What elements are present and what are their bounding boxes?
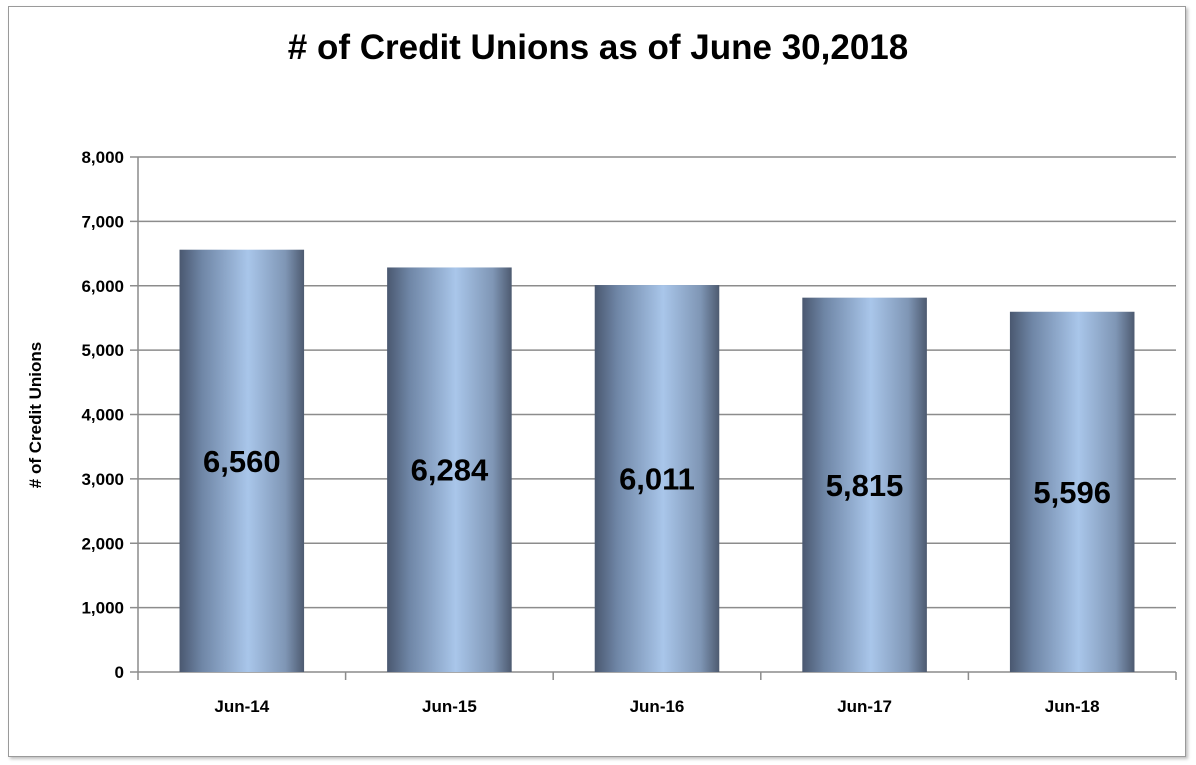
bar bbox=[594, 285, 720, 672]
data-label: 5,815 bbox=[826, 468, 904, 503]
bars bbox=[179, 249, 1135, 672]
y-tick-label: 7,000 bbox=[81, 212, 124, 231]
x-tick-label: Jun-18 bbox=[1045, 697, 1100, 716]
bar bbox=[179, 249, 305, 672]
y-tick-label: 2,000 bbox=[81, 534, 124, 553]
bar bbox=[802, 297, 927, 672]
labels: 0 1,000 2,000 3,000 4,000 5,000 6,000 7,000 8,00… bbox=[81, 148, 1111, 716]
x-tick-label: Jun-15 bbox=[422, 697, 477, 716]
y-tick-label: 0 bbox=[115, 663, 124, 682]
chart-title: # of Credit Unions as of June 30,2018 bbox=[287, 28, 909, 67]
y-tick-label: 3,000 bbox=[81, 470, 124, 489]
bar bbox=[387, 267, 512, 672]
y-axis-title: # of Credit Unions bbox=[26, 342, 45, 488]
y-tick-label: 8,000 bbox=[81, 148, 124, 167]
data-label: 6,560 bbox=[203, 444, 281, 479]
x-tick-label: Jun-14 bbox=[214, 697, 269, 716]
y-tick-label: 4,000 bbox=[81, 406, 124, 425]
data-label: 5,596 bbox=[1033, 475, 1111, 510]
x-tick-label: Jun-16 bbox=[630, 697, 685, 716]
y-tick-label: 5,000 bbox=[81, 341, 124, 360]
x-tick-label: Jun-17 bbox=[837, 697, 892, 716]
data-label: 6,284 bbox=[411, 453, 489, 488]
y-tick-label: 6,000 bbox=[81, 277, 124, 296]
data-label: 6,011 bbox=[619, 462, 695, 497]
y-tick-label: 1,000 bbox=[81, 599, 124, 618]
bar bbox=[1009, 311, 1135, 672]
